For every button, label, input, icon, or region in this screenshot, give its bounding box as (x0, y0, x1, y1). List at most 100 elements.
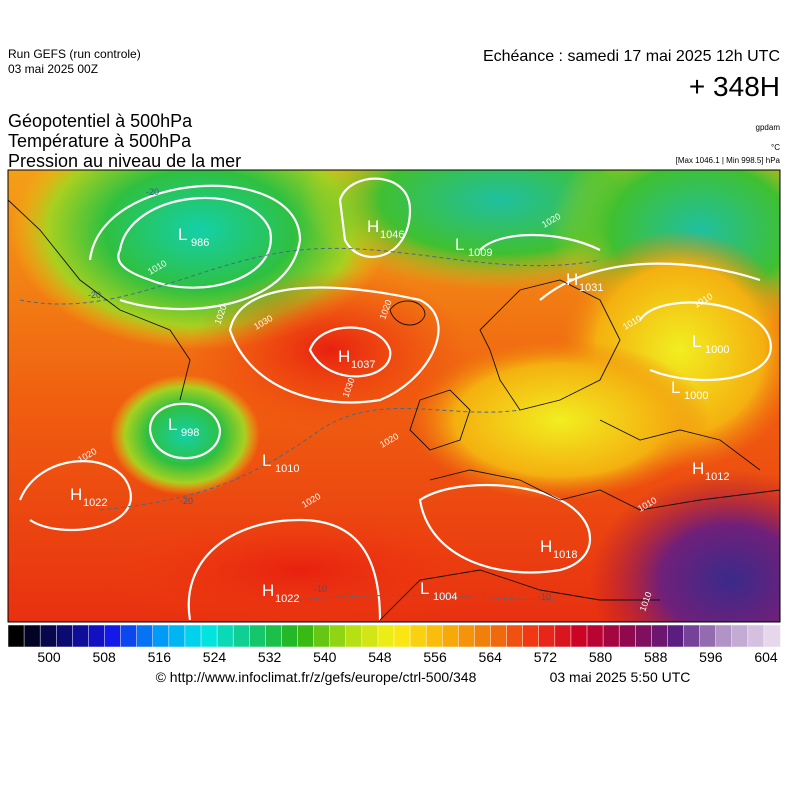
colorbar-swatch (72, 624, 90, 648)
center-symbol: L (420, 579, 429, 598)
center-value: 1000 (684, 390, 708, 402)
center-value: 1046 (380, 229, 404, 241)
colorbar-swatch (249, 624, 267, 648)
colorbar-tick-label: 572 (534, 649, 558, 665)
center-symbol: L (262, 451, 271, 470)
colorbar-swatch (216, 624, 234, 648)
colorbar-swatch (747, 624, 765, 648)
colorbar-tick-label: 596 (699, 649, 723, 665)
colorbar-swatch (88, 624, 106, 648)
colorbar-swatch (554, 624, 572, 648)
colorbar-tick-label: 588 (644, 649, 668, 665)
unit-label: gpdam (756, 123, 781, 132)
colorbar-swatch (377, 624, 395, 648)
colorbar-swatch (281, 624, 299, 648)
center-symbol: L (168, 415, 177, 434)
center-value: 1000 (705, 344, 729, 356)
colorbar-swatch (618, 624, 637, 648)
colorbar-swatch (651, 624, 669, 648)
center-symbol: H (262, 581, 274, 600)
colorbar-swatch (232, 624, 251, 648)
center-value: 1031 (579, 282, 603, 294)
colorbar-swatch (506, 624, 524, 648)
colorbar-tick-label: 516 (148, 649, 172, 665)
pressure-range: [Max 1046.1 | Min 998.5] hPa (676, 156, 781, 165)
colorbar-swatch (313, 624, 331, 648)
colorbar-swatch (715, 624, 733, 648)
colorbar-swatch (168, 624, 186, 648)
temperature-label: -10 (538, 592, 551, 602)
center-symbol: L (692, 332, 701, 351)
title-line: Géopotentiel à 500hPa (8, 111, 193, 131)
colorbar-swatch (538, 624, 556, 648)
colorbar-tick-label: 508 (92, 649, 116, 665)
colorbar-swatch (393, 624, 411, 648)
center-symbol: H (338, 347, 350, 366)
colorbar-swatch (136, 624, 154, 648)
colorbar-swatch (586, 624, 604, 648)
source: © http://www.infoclimat.fr/z/gefs/europe… (156, 669, 477, 685)
center-symbol: L (178, 225, 187, 244)
center-symbol: H (367, 217, 379, 236)
colorbar-tick-label: 532 (258, 649, 282, 665)
center-symbol: H (692, 459, 704, 478)
run-name: Run GEFS (run controle) (8, 47, 141, 61)
colorbar-swatch (39, 624, 58, 648)
center-value: 998 (181, 427, 199, 439)
colorbar-swatch (184, 624, 202, 648)
unit-label: °C (771, 143, 780, 152)
colorbar-swatch (474, 624, 492, 648)
colorbar-swatch (425, 624, 443, 648)
center-value: 1012 (705, 471, 729, 483)
colorbar-tick-label: 548 (368, 649, 392, 665)
colorbar-swatch (120, 624, 138, 648)
colorbar-swatch (297, 624, 315, 648)
colorbar-swatch (602, 624, 620, 648)
colorbar-swatch (329, 624, 347, 648)
colorbar-swatch (361, 624, 379, 648)
colorbar-tick-label: 500 (37, 649, 61, 665)
map-frame (7, 169, 781, 623)
center-value: 1018 (553, 549, 577, 561)
colorbar-swatch (345, 624, 363, 648)
colorbar-swatch (265, 624, 283, 648)
colorbar-tick-label: 540 (313, 649, 337, 665)
temperature-label: -10 (314, 584, 327, 594)
title-line: Température à 500hPa (8, 131, 192, 151)
map (8, 170, 780, 622)
temperature-label: -20 (146, 187, 159, 197)
colorbar-swatch (570, 624, 588, 648)
colorbar-swatch (667, 624, 685, 648)
colorbar-tick-label: 564 (479, 649, 503, 665)
colorbar-swatch (731, 624, 749, 648)
colorbar-swatch (763, 624, 781, 648)
valid-time: Echéance : samedi 17 mai 2025 12h UTC (483, 48, 780, 65)
colorbar-tick-label: 604 (754, 649, 778, 665)
colorbar-swatch (152, 624, 170, 648)
colorbar-swatch (683, 624, 701, 648)
center-symbol: H (540, 537, 552, 556)
center-value: 1010 (275, 463, 299, 475)
lead-time: + 348H (689, 71, 780, 102)
timestamp: 03 mai 2025 5:50 UTC (550, 669, 691, 685)
colorbar-tick-label: 524 (203, 649, 227, 665)
colorbar-swatch (490, 624, 508, 648)
run-date: 03 mai 2025 00Z (8, 62, 98, 76)
colorbar-swatch (522, 624, 540, 648)
center-value: 1009 (468, 247, 492, 259)
colorbar-swatch (200, 624, 218, 648)
colorbar-swatch (699, 624, 717, 648)
title-line: Pression au niveau de la mer (8, 151, 241, 171)
colorbar-swatch (409, 624, 427, 648)
center-value: 986 (191, 237, 209, 249)
colorbar-swatch (23, 624, 41, 648)
center-value: 1004 (433, 591, 457, 603)
colorbar: 500 508 516 524 532 540 548 556 564 572 580 588 596 6… (7, 624, 781, 665)
colorbar-swatch (458, 624, 476, 648)
colorbar-tick-label: 556 (423, 649, 447, 665)
center-symbol: L (671, 378, 680, 397)
colorbar-swatch (442, 624, 460, 648)
center-value: 1022 (83, 497, 107, 509)
center-symbol: L (455, 235, 464, 254)
